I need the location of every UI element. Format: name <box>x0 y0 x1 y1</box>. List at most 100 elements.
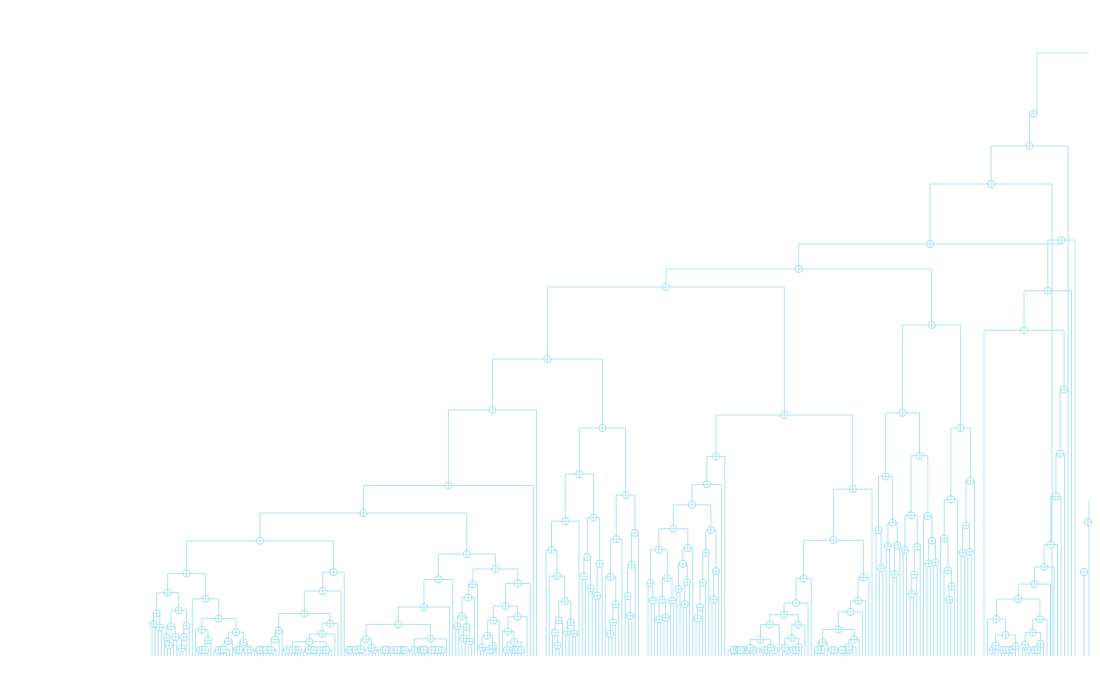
node-marker <box>674 584 683 594</box>
node-marker <box>453 622 462 631</box>
node-marker <box>890 570 899 579</box>
node-marker <box>1057 235 1066 245</box>
node-marker <box>166 622 176 631</box>
node-marker <box>317 629 327 639</box>
node-marker <box>464 593 473 602</box>
node-marker <box>381 645 390 655</box>
node-marker <box>309 645 319 655</box>
node-marker <box>550 628 560 637</box>
node-marker <box>799 574 808 583</box>
node-marker <box>589 513 598 522</box>
node-marker <box>913 542 922 551</box>
node-marker <box>925 239 935 249</box>
node-marker <box>924 559 933 568</box>
tree-nodes <box>149 109 1093 655</box>
node-marker <box>702 480 711 489</box>
node-marker <box>489 616 498 625</box>
node-marker <box>881 472 890 481</box>
node-marker <box>906 511 916 520</box>
node-marker <box>1030 579 1039 589</box>
node-marker <box>623 591 632 601</box>
node-marker <box>457 611 467 621</box>
node-marker <box>465 637 474 646</box>
node-marker <box>586 584 595 593</box>
node-marker <box>488 405 497 415</box>
node-marker <box>709 595 718 604</box>
node-marker <box>163 588 172 597</box>
node-marker <box>174 606 183 615</box>
node-marker <box>844 642 854 651</box>
node-marker <box>513 612 522 621</box>
node-marker <box>853 596 863 605</box>
node-marker <box>627 560 636 569</box>
node-marker <box>552 571 562 581</box>
node-marker <box>162 633 171 642</box>
node-marker <box>583 553 592 562</box>
node-marker <box>612 535 621 544</box>
node-marker <box>426 634 435 643</box>
node-marker <box>693 614 702 623</box>
node-marker <box>444 481 453 490</box>
node-marker <box>201 594 210 603</box>
node-marker <box>678 559 687 568</box>
node-marker <box>1056 449 1065 458</box>
node-marker <box>593 591 602 600</box>
node-marker <box>1028 628 1037 637</box>
node-marker <box>829 536 838 545</box>
node-marker <box>177 644 186 653</box>
node-marker <box>1001 630 1010 640</box>
node-marker <box>1011 641 1020 651</box>
node-marker <box>267 645 276 655</box>
node-marker <box>239 638 248 647</box>
node-marker <box>182 621 191 630</box>
node-marker <box>711 452 720 461</box>
node-marker <box>711 567 721 576</box>
node-marker <box>766 643 775 652</box>
node-marker <box>830 645 839 655</box>
node-marker <box>1025 141 1034 151</box>
node-marker <box>661 282 670 292</box>
node-marker <box>393 645 402 655</box>
node-marker <box>846 607 855 616</box>
node-marker <box>794 264 803 274</box>
node-marker <box>243 645 252 655</box>
node-marker <box>483 631 492 640</box>
node-marker <box>626 611 635 620</box>
node-marker <box>780 410 789 420</box>
node-marker <box>255 536 265 545</box>
node-marker <box>848 485 857 494</box>
node-marker <box>940 534 949 543</box>
node-marker <box>706 525 716 535</box>
node-marker <box>504 627 513 636</box>
node-marker <box>630 528 639 538</box>
node-marker <box>779 610 789 619</box>
node-marker <box>203 636 213 645</box>
node-marker <box>956 424 965 433</box>
node-marker <box>164 641 174 650</box>
node-marker <box>780 643 789 652</box>
node-marker <box>1019 326 1029 335</box>
node-marker <box>695 603 705 612</box>
node-marker <box>958 548 967 558</box>
node-marker <box>945 595 954 604</box>
node-marker <box>394 620 403 629</box>
node-marker <box>877 564 886 573</box>
node-marker <box>149 619 158 629</box>
node-marker <box>197 625 206 634</box>
node-marker <box>478 643 487 652</box>
node-marker <box>1040 562 1049 572</box>
node-marker <box>683 578 692 587</box>
node-marker <box>462 550 471 559</box>
node-marker <box>579 572 589 581</box>
node-marker <box>1014 594 1023 604</box>
node-marker <box>224 636 233 646</box>
node-marker <box>893 541 902 550</box>
node-marker <box>1083 517 1093 527</box>
node-marker <box>611 600 620 609</box>
node-marker <box>606 629 615 639</box>
node-marker <box>434 575 443 584</box>
node-marker <box>513 579 522 588</box>
node-marker <box>419 602 429 612</box>
node-marker <box>608 618 617 627</box>
node-marker <box>621 491 630 500</box>
